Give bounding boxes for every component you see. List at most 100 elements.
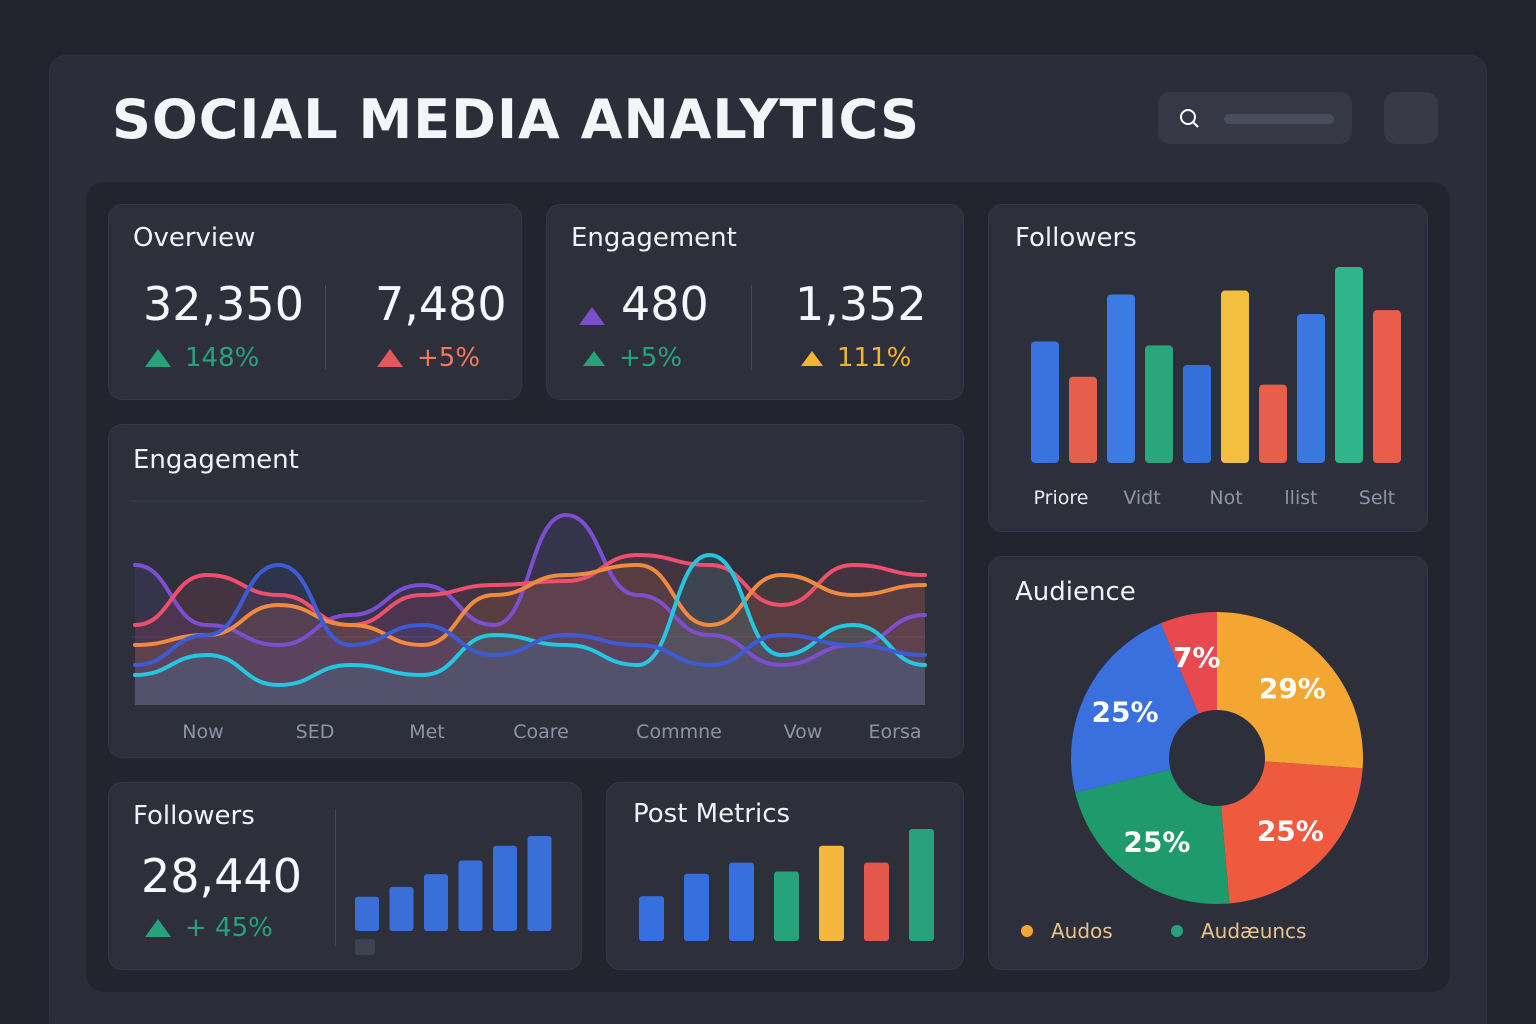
followers-bar-chart: [1031, 267, 1401, 463]
engagement-metric-2-value: 1,352: [795, 277, 927, 331]
followers-x-label: Priore: [1033, 487, 1089, 509]
post-metrics-bar: [729, 862, 754, 941]
engagement-x-label: Now: [182, 721, 224, 743]
audience-title: Audience: [1015, 577, 1136, 607]
legend-dot: [1021, 925, 1033, 937]
engagement-x-label: Coare: [513, 721, 569, 743]
audience-slice-label: 25%: [1123, 826, 1190, 859]
audience-legend-label: Audæuncs: [1201, 919, 1307, 943]
followers-x-label: Selt: [1358, 487, 1396, 509]
followers-bar: [1335, 267, 1363, 463]
followers-small-bar: [355, 896, 379, 931]
engagement-metric-1-value: 480: [621, 277, 709, 331]
followers-x-label: Not: [1209, 487, 1243, 509]
followers-bar: [1069, 376, 1097, 463]
trend-up-icon: [145, 349, 171, 367]
followers-small-bar: [458, 860, 483, 931]
followers-bar: [1221, 290, 1249, 463]
followers-chart-title: Followers: [1015, 223, 1137, 253]
followers-bar: [1259, 384, 1287, 463]
overview-metric-2-value: 7,480: [375, 277, 507, 331]
overview-metric-1-delta: 148%: [145, 343, 259, 373]
followers-x-label: llist: [1284, 487, 1318, 509]
followers-bar: [1373, 310, 1401, 463]
engagement-metric-2-delta: 111%: [801, 343, 911, 373]
followers-small-delta-text: + 45%: [185, 913, 273, 943]
engagement-line-chart: [131, 500, 927, 705]
followers-small-bar-chart: [355, 835, 552, 955]
overview-title: Overview: [133, 223, 256, 253]
engagement-x-label: Eorsa: [868, 721, 922, 743]
engagement-x-label: SED: [295, 721, 335, 743]
followers-bar: [1145, 345, 1173, 463]
post-metrics-title: Post Metrics: [633, 799, 791, 829]
engagement-x-label: Commne: [636, 721, 722, 743]
engagement-series-line: [133, 562, 927, 648]
post-metrics-bar: [774, 871, 799, 941]
followers-x-label: Vidt: [1123, 487, 1161, 509]
search-icon: [1180, 109, 1199, 128]
divider: [751, 285, 752, 369]
post-metrics-bar: [684, 873, 709, 941]
audience-card: Audience 29% 25% 25% 25% 7% Audos Audæuncs: [988, 556, 1428, 970]
followers-small-title: Followers: [133, 801, 255, 831]
engagement-series-line: [133, 552, 927, 688]
followers-small-bar: [424, 874, 448, 931]
followers-bar: [1031, 341, 1059, 463]
engagement-chart-title: Engagement: [133, 445, 299, 475]
audience-slice-label: 25%: [1092, 696, 1159, 729]
followers-small-value: 28,440: [141, 849, 302, 903]
post-metrics-bar-chart: [639, 829, 934, 941]
followers-small-bar: [493, 845, 517, 931]
post-metrics-bar: [819, 845, 844, 941]
post-metrics-bar: [639, 896, 664, 941]
trend-up-icon: [801, 350, 823, 366]
divider: [335, 809, 336, 945]
engagement-series-area: [135, 565, 925, 705]
engagement-metric-1-delta: +5%: [583, 343, 682, 373]
audience-donut-chart: 29% 25% 25% 25% 7%: [1071, 612, 1363, 904]
trend-up-icon: [579, 307, 605, 325]
trend-up-icon: [145, 919, 171, 937]
engagement-x-label: Met: [409, 721, 445, 743]
search-input-placeholder[interactable]: [1224, 114, 1334, 124]
post-metrics-bar: [909, 829, 934, 941]
menu-button[interactable]: [1384, 92, 1438, 144]
followers-bar: [1107, 294, 1135, 463]
trend-up-icon: [583, 350, 605, 366]
audience-legend-item: Audos: [1021, 919, 1113, 943]
divider: [325, 285, 326, 369]
trend-up-icon: [377, 349, 403, 367]
engagement-summary-card: Engagement 480 +5% 1,352 111%: [546, 204, 964, 400]
audience-legend-item: Audæuncs: [1171, 919, 1306, 943]
engagement-series-line: [133, 562, 927, 668]
overview-metric-2-delta: +5%: [377, 343, 480, 373]
engagement-summary-title: Engagement: [571, 223, 737, 253]
followers-small-bar: [527, 835, 552, 931]
followers-bar: [1297, 314, 1325, 463]
post-metrics-card: Post Metrics: [606, 782, 964, 970]
overview-metric-1-delta-text: 148%: [185, 343, 260, 373]
page-title: SOCIAL MEDIA ANALYTICS: [112, 88, 920, 151]
followers-small-delta: + 45%: [145, 913, 273, 943]
engagement-chart-card: Engagement Now SED Met Coare Commne Vow …: [108, 424, 964, 758]
engagement-series-line: [133, 552, 927, 628]
post-metrics-bar: [864, 862, 889, 941]
engagement-series-line: [133, 512, 927, 668]
engagement-series-area: [135, 565, 925, 705]
audience-slice-label: 7%: [1173, 641, 1221, 674]
audience-slice-label: 25%: [1257, 814, 1324, 847]
audience-slice-label: 29%: [1259, 672, 1326, 705]
search-box[interactable]: [1158, 92, 1352, 144]
overview-card: Overview 32,350 148% 7,480 +5%: [108, 204, 522, 400]
legend-dot: [1171, 925, 1183, 937]
followers-bar: [1183, 365, 1211, 463]
engagement-series-area: [135, 515, 925, 705]
donut-hole: [1169, 710, 1265, 806]
overview-metric-1-value: 32,350: [143, 277, 304, 331]
engagement-x-label: Vow: [783, 721, 823, 743]
audience-slice: [1217, 758, 1363, 904]
followers-chart-card: Followers Priore Vidt Not llist Selt: [988, 204, 1428, 532]
followers-small-card: Followers 28,440 + 45%: [108, 782, 582, 970]
followers-small-bar: [389, 886, 414, 931]
